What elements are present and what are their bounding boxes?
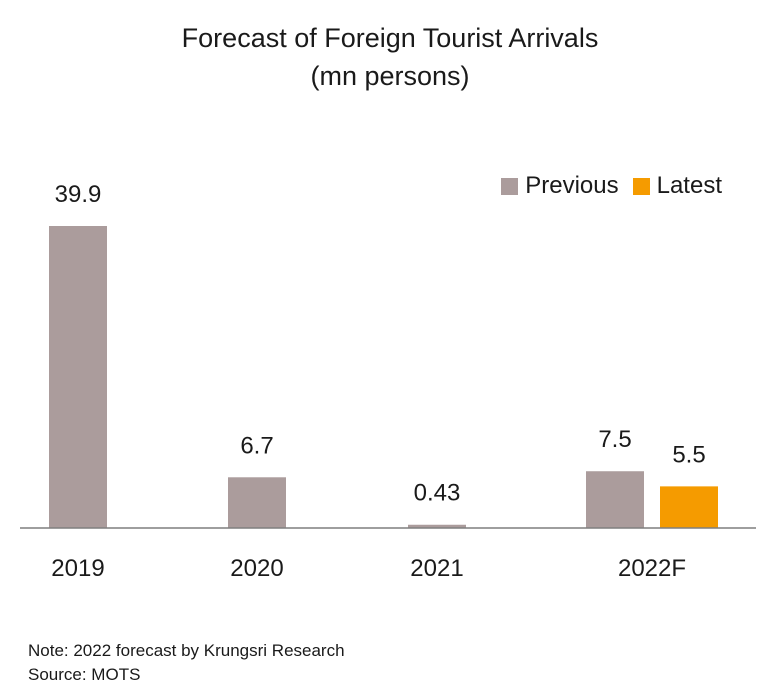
- bar-2021-previous: [408, 524, 466, 528]
- chart-legend: Previous Latest: [487, 172, 722, 200]
- legend-label-previous: Previous: [525, 172, 619, 199]
- data-label-2021-previous: 0.43: [414, 480, 461, 507]
- chart-title: Forecast of Foreign Tourist Arrivals: [181, 23, 599, 53]
- bar-2022f-previous: [586, 471, 644, 528]
- data-label-2020-previous: 6.7: [240, 432, 273, 459]
- bar-2019-previous: [49, 226, 107, 528]
- legend-label-latest: Latest: [656, 172, 722, 199]
- x-tick-label-2020: 2020: [230, 555, 283, 582]
- footnote-source: Source: MOTS: [28, 665, 141, 684]
- bar-2020-previous: [228, 477, 286, 528]
- legend-swatch-previous: [501, 177, 519, 195]
- x-tick-label-2019: 2019: [51, 555, 104, 582]
- x-tick-label-2022f: 2022F: [618, 555, 686, 582]
- data-label-2022f-latest: 5.5: [672, 441, 705, 468]
- legend-item-previous: Previous: [501, 172, 619, 200]
- bar-2022f-latest: [660, 486, 718, 528]
- legend-swatch-latest: [632, 177, 650, 195]
- data-label-2019-previous: 39.9: [55, 181, 102, 208]
- legend-item-latest: Latest: [632, 172, 722, 200]
- x-tick-label-2021: 2021: [410, 555, 463, 582]
- data-label-2022f-previous: 7.5: [598, 426, 631, 453]
- footnote-note: Note: 2022 forecast by Krungsri Research: [28, 641, 345, 660]
- chart-subtitle: (mn persons): [310, 61, 470, 91]
